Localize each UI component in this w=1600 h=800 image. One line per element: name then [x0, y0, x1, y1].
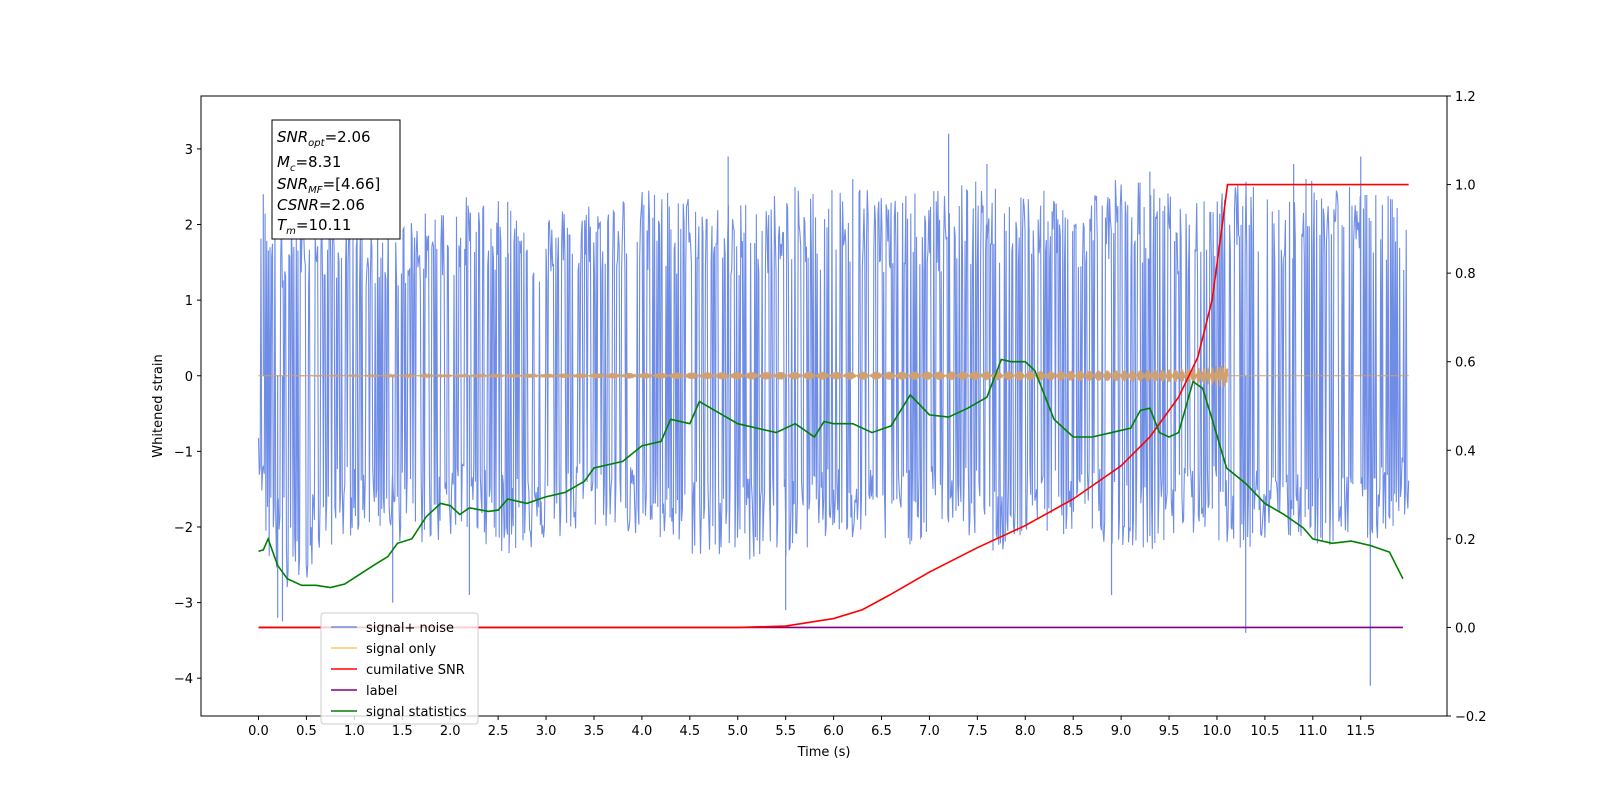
y-axis-label: Whitened strain — [151, 354, 166, 457]
y-tick-label: −2 — [174, 521, 193, 536]
stats-line-csnr: CSNR=2.06 — [277, 196, 365, 214]
x-tick-label: 9.5 — [1159, 724, 1180, 739]
legend-label: label — [366, 684, 397, 699]
x-tick-label: 11.5 — [1346, 724, 1375, 739]
y-tick-label: 3 — [185, 143, 193, 158]
y2-tick-label: 0.6 — [1455, 356, 1476, 371]
y2-tick-label: −0.2 — [1455, 710, 1487, 725]
series-signal-noise-spikes — [262, 133, 1371, 686]
x-tick-label: 0.5 — [296, 724, 317, 739]
y-tick-label: 1 — [185, 294, 193, 309]
legend: signal+ noise signal only cumilative SNR la… — [320, 612, 479, 725]
series-signal-noise — [257, 179, 1410, 588]
x-tick-label: 2.5 — [488, 724, 509, 739]
x-axis-ticks: 0.0 0.5 1.0 1.5 2.0 2.5 3.0 3.5 4.0 4.5 5.0 5.5 6.0 6… — [248, 716, 1375, 739]
x-tick-label: 6.0 — [823, 724, 844, 739]
x-tick-label: 3.5 — [584, 724, 605, 739]
y2-tick-label: 0.8 — [1455, 267, 1476, 282]
legend-label: signal statistics — [366, 705, 467, 720]
x-tick-label: 1.0 — [344, 724, 365, 739]
x-tick-label: 10.5 — [1250, 724, 1279, 739]
y2-tick-label: 1.2 — [1455, 90, 1476, 105]
y2-tick-label: 0.2 — [1455, 533, 1476, 548]
x-tick-label: 11.0 — [1298, 724, 1327, 739]
y2-axis-ticks: 1.2 1.0 0.8 0.6 0.4 0.2 0.0 −0.2 — [1447, 90, 1487, 725]
y-axis-ticks: 3 2 1 0 −1 −2 −3 −4 — [174, 143, 201, 687]
x-tick-label: 4.0 — [632, 724, 653, 739]
y-tick-label: −1 — [174, 445, 193, 460]
series-signal-statistics — [258, 358, 1404, 589]
x-tick-label: 1.5 — [392, 724, 413, 739]
stats-line-mc: Mc=8.31 — [277, 153, 341, 174]
x-tick-label: 10.0 — [1202, 724, 1231, 739]
series-signal-only — [258, 361, 1409, 388]
legend-label: cumilative SNR — [366, 663, 465, 678]
x-tick-label: 8.0 — [1015, 724, 1036, 739]
stats-line-tm: Tm=10.11 — [277, 216, 351, 237]
series-cumilative-snr — [258, 183, 1409, 629]
legend-frame — [320, 612, 479, 725]
stats-box: SNRopt=2.06 Mc=8.31 SNRMF=[4.66] CSNR=2.… — [271, 119, 401, 240]
y-tick-label: 0 — [185, 370, 193, 385]
x-tick-label: 8.5 — [1063, 724, 1084, 739]
y2-tick-label: 1.0 — [1455, 179, 1476, 194]
y2-tick-label: 0.4 — [1455, 444, 1476, 459]
x-tick-label: 6.5 — [871, 724, 892, 739]
y-tick-label: −4 — [174, 672, 193, 687]
x-tick-label: 7.0 — [919, 724, 940, 739]
x-tick-label: 5.0 — [727, 724, 748, 739]
x-tick-label: 2.0 — [440, 724, 461, 739]
stats-line-snr-opt: SNRopt=2.06 — [277, 128, 371, 149]
x-tick-label: 7.5 — [967, 724, 988, 739]
x-tick-label: 0.0 — [248, 724, 269, 739]
x-tick-label: 4.5 — [679, 724, 700, 739]
y-tick-label: −3 — [174, 597, 193, 612]
x-axis-label: Time (s) — [797, 745, 851, 760]
legend-label: signal+ noise — [366, 621, 454, 636]
axes-frame — [200, 95, 1448, 717]
legend-label: signal only — [366, 642, 436, 657]
x-tick-label: 9.0 — [1111, 724, 1132, 739]
stats-line-snr-mf: SNRMF=[4.66] — [277, 175, 380, 196]
y2-tick-label: 0.0 — [1455, 621, 1476, 636]
x-tick-label: 5.5 — [775, 724, 796, 739]
plot-area — [257, 133, 1410, 686]
x-tick-label: 3.0 — [536, 724, 557, 739]
y-tick-label: 2 — [185, 219, 193, 234]
